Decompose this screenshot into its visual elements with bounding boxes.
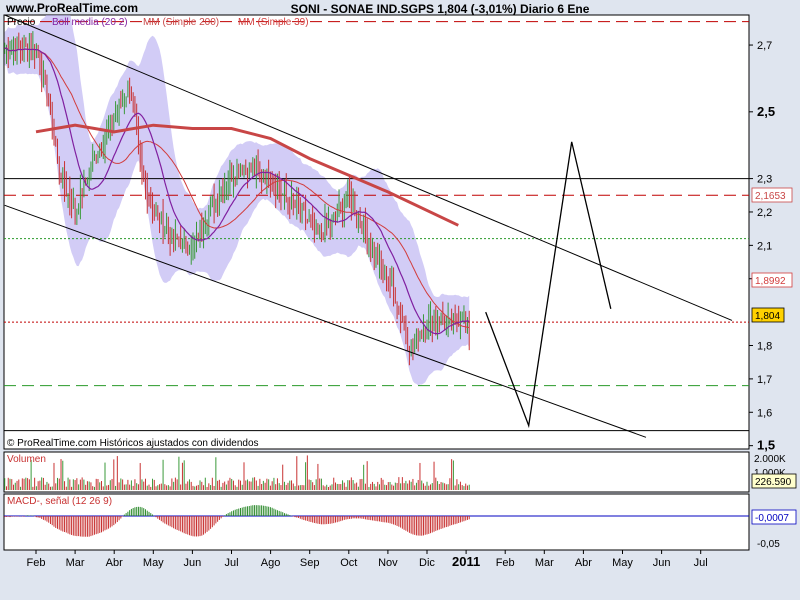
mm39-value-box <box>751 272 793 288</box>
mm39-line <box>4 47 470 329</box>
x-tick-label: May <box>143 557 164 569</box>
last-price-value: 1,804 <box>755 311 780 322</box>
x-tick-label: Ago <box>261 557 281 569</box>
x-tick-label: Dic <box>419 557 435 569</box>
x-tick-label: Oct <box>340 557 357 569</box>
legend-bollinger: Boll media (20 2) <box>52 17 128 28</box>
legend-mm200: MM (Simple 200) <box>143 17 219 28</box>
macd-panel <box>3 493 750 551</box>
macd-layer <box>4 505 749 537</box>
last-price-box <box>751 307 785 323</box>
y-tick-label: 1,7 <box>757 374 772 386</box>
y-tick-label: 2,5 <box>757 104 775 119</box>
x-tick-label: Feb <box>27 557 46 569</box>
channel-line-0 <box>4 15 733 321</box>
y-tick-label: 2,3 <box>757 174 772 186</box>
x-tick-label: Nov <box>378 557 398 569</box>
y-tick-label: 2,2 <box>757 207 772 219</box>
x-tick-label: Jun <box>653 557 671 569</box>
channel-line-1 <box>4 204 647 438</box>
volume-label: Volumen <box>7 454 46 465</box>
candles-layer <box>4 31 470 366</box>
projection-zigzag <box>485 141 612 429</box>
macd-value-box <box>751 509 797 525</box>
x-tick-label: 2011 <box>452 554 480 569</box>
legend-mm39: MM (Simple 39) <box>238 17 309 28</box>
mm200-line <box>35 123 459 227</box>
y-tick-label: 2,7 <box>757 40 772 52</box>
axis-layer: 2,72,52,32,22,121,81,71,61,50FebMarAbrMa… <box>27 40 776 569</box>
mm200-value-box <box>751 187 793 203</box>
x-tick-label: Jul <box>224 557 238 569</box>
x-tick-label: Jul <box>694 557 708 569</box>
levels-layer <box>4 21 749 432</box>
site-label[interactable]: www.ProRealTime.com <box>6 1 139 15</box>
x-tick-label: Feb <box>496 557 515 569</box>
x-tick-label: Abr <box>575 557 592 569</box>
volume-layer <box>4 455 470 490</box>
chart-title: SONI - SONAE IND.SGPS 1,804 (-3,01%) Dia… <box>290 2 590 16</box>
volume-tick-2000k: 2.000K <box>754 454 786 465</box>
y-tick-label: 2,1 <box>757 240 772 252</box>
x-tick-label: Mar <box>66 557 85 569</box>
x-tick-label: Sep <box>300 557 320 569</box>
y-tick-label: 1,6 <box>757 407 772 419</box>
mm39-value: 1,8992 <box>755 276 786 287</box>
volume-value: 226.590 <box>755 477 792 488</box>
y-tick-label: 1,8 <box>757 341 772 353</box>
x-tick-label: Abr <box>106 557 123 569</box>
volume-tick-1000k: 1.000K <box>754 468 786 479</box>
x-tick-label: May <box>612 557 633 569</box>
legend-price: Precio <box>7 17 36 28</box>
macd-value: -0,0007 <box>755 513 789 524</box>
y-tick-label: 1,5 <box>757 438 775 453</box>
bollinger-mid-line <box>4 47 470 335</box>
macd-label: MACD-, señal (12 26 9) <box>7 496 112 507</box>
footnote: © ProRealTime.com Históricos ajustados c… <box>7 438 259 449</box>
macd-tick-neg: -0,05 <box>757 539 780 550</box>
volume-value-box <box>751 473 797 489</box>
x-tick-label: Jun <box>184 557 202 569</box>
lines-layer <box>4 15 733 438</box>
x-tick-label: Mar <box>535 557 554 569</box>
mm200-value: 2,1653 <box>755 191 786 202</box>
